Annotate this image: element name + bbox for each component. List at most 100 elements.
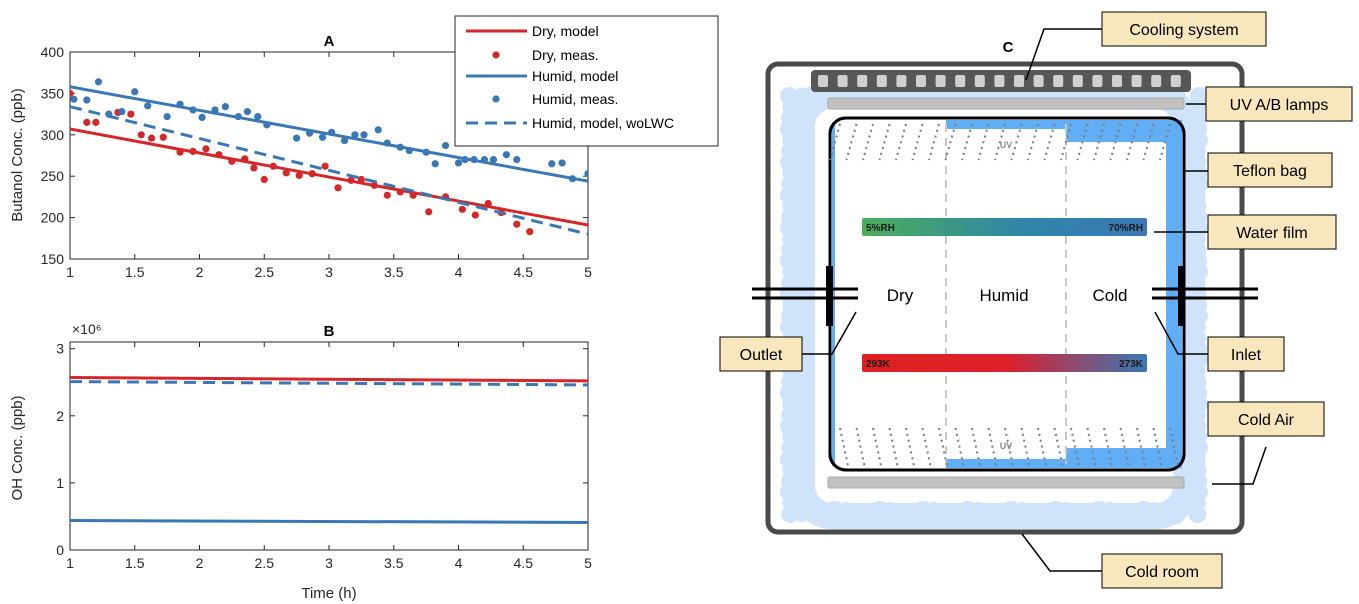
cooling-slot	[1112, 75, 1122, 87]
data-point-dry-meas	[202, 145, 210, 153]
humidity-bar-left-label: 5%RH	[866, 223, 895, 234]
uv-ray	[1126, 123, 1138, 161]
uv-ray	[1027, 123, 1039, 161]
temperature-bar-right-label: 273K	[1119, 359, 1144, 370]
cooling-system	[811, 70, 1191, 92]
cloud-bump	[1188, 505, 1207, 523]
callout-teflon-bag: Teflon bag	[1207, 152, 1333, 188]
data-point-humid-meas	[568, 175, 577, 183]
water-film-top	[946, 120, 1182, 129]
uv-ray	[1103, 427, 1113, 467]
uv-ray	[944, 123, 957, 161]
data-point-humid-meas	[234, 112, 242, 121]
data-point-humid-meas	[441, 141, 450, 150]
data-point-dry-meas	[357, 175, 365, 184]
y-tick-label: 3	[56, 341, 64, 357]
uv-ray	[911, 123, 924, 161]
y-tick-label: 0	[56, 542, 64, 558]
data-point-humid-meas	[263, 121, 271, 129]
outlet-port	[752, 266, 858, 326]
data-point-humid-meas	[176, 100, 184, 108]
cooling-slot	[1033, 75, 1044, 87]
series-line-series-2	[70, 518, 588, 524]
series-line-series-0	[70, 376, 588, 383]
data-point-humid-meas	[305, 129, 314, 137]
cooling-slot	[876, 75, 887, 87]
y-tick-label: 400	[41, 44, 65, 60]
data-point-dry-meas	[241, 155, 249, 163]
legend-label-humid-woLWC: Humid, model, woLWC	[532, 115, 674, 131]
panel-c-title: C	[1003, 39, 1014, 56]
data-point-dry-meas	[260, 175, 268, 184]
x-tick-label: 2	[196, 264, 204, 280]
data-point-humid-meas	[461, 156, 469, 164]
data-point-humid-meas	[83, 96, 91, 104]
uv-lamp-bottom	[827, 476, 1185, 489]
y-tick-label: 300	[41, 127, 65, 143]
data-point-dry-meas	[383, 191, 391, 199]
data-point-dry-meas	[189, 147, 197, 155]
x-tick-label: 2.5	[255, 555, 275, 571]
callout-text-cold-room: Cold room	[1125, 564, 1199, 581]
series-line-series-1	[70, 380, 588, 387]
zone-label-humid: Humid	[979, 286, 1028, 305]
uv-ray	[888, 427, 899, 467]
callout-text-cooling-system: Cooling system	[1129, 22, 1238, 39]
x-tick-label: 5	[584, 264, 592, 280]
legend-label-humid-meas: Humid, meas.	[532, 91, 618, 107]
uv-ray	[1070, 427, 1080, 467]
data-point-dry-meas	[127, 110, 135, 118]
panel-a-y-ticks: 150 200 250 300 350 400	[41, 44, 588, 267]
cooling-slot	[1053, 75, 1064, 87]
data-point-humid-meas	[243, 108, 252, 116]
callout-text-cold-air: Cold Air	[1238, 412, 1295, 429]
data-point-dry-meas	[526, 228, 534, 236]
panel-b-title: B	[324, 323, 335, 340]
leader-inlet	[1154, 311, 1208, 355]
uv-ray	[872, 427, 882, 467]
cooling-slot	[935, 75, 946, 87]
data-point-dry-meas	[347, 176, 355, 184]
cloud-bump	[1166, 504, 1186, 524]
data-point-humid-meas	[383, 139, 391, 147]
uv-ray	[1169, 427, 1179, 467]
y-tick-label: 2	[56, 408, 64, 424]
data-point-humid-meas	[422, 148, 430, 156]
uv-ray	[1136, 427, 1146, 467]
cooling-slot	[916, 75, 926, 87]
data-point-dry-meas	[282, 169, 290, 177]
uv-ray	[971, 427, 981, 467]
data-point-humid-meas	[489, 156, 498, 164]
data-point-humid-meas	[118, 108, 126, 116]
leader-coldroom	[1021, 533, 1102, 572]
uv-lamp-top	[827, 97, 1185, 110]
panel-b-plot-area	[70, 376, 588, 524]
data-point-dry-meas	[409, 191, 417, 199]
uv-ray	[1060, 123, 1072, 161]
x-tick-label: 1	[66, 555, 74, 571]
cooling-slot	[1092, 75, 1103, 87]
data-point-dry-meas	[513, 220, 521, 228]
panel-a-x-ticks: 1 1.5 2 2.5 3 3.5 4 4.5 5	[66, 52, 592, 280]
data-point-dry-meas	[484, 199, 492, 208]
x-tick-label: 4	[455, 264, 463, 280]
panel-a-title: A	[324, 33, 335, 50]
uv-ray	[994, 123, 1006, 161]
panel-a: A 1 1.5 2 2.5 3 3.5 4 4.5 5 150 200 250 300 350 400 B…	[9, 15, 719, 280]
data-point-humid-meas	[189, 106, 197, 114]
leader-coldair	[1212, 446, 1267, 485]
cooling-slot	[1151, 75, 1162, 87]
data-point-dry-meas	[215, 151, 223, 159]
leader-cooling	[1025, 28, 1102, 81]
x-tick-label: 4.5	[514, 264, 534, 280]
series-line-humid-model-wolwc	[70, 105, 588, 236]
data-point-humid-meas	[513, 156, 521, 164]
panel-a-legend: Dry, model Dry, meas. Humid, model Humid…	[454, 15, 719, 147]
callout-text-outlet: Outlet	[740, 347, 783, 364]
x-tick-label: 4.5	[514, 555, 534, 571]
data-point-humid-meas	[198, 113, 206, 122]
callout-water-film: Water film	[1207, 214, 1337, 250]
data-point-humid-meas	[211, 106, 219, 114]
leader-outlet	[802, 311, 857, 355]
